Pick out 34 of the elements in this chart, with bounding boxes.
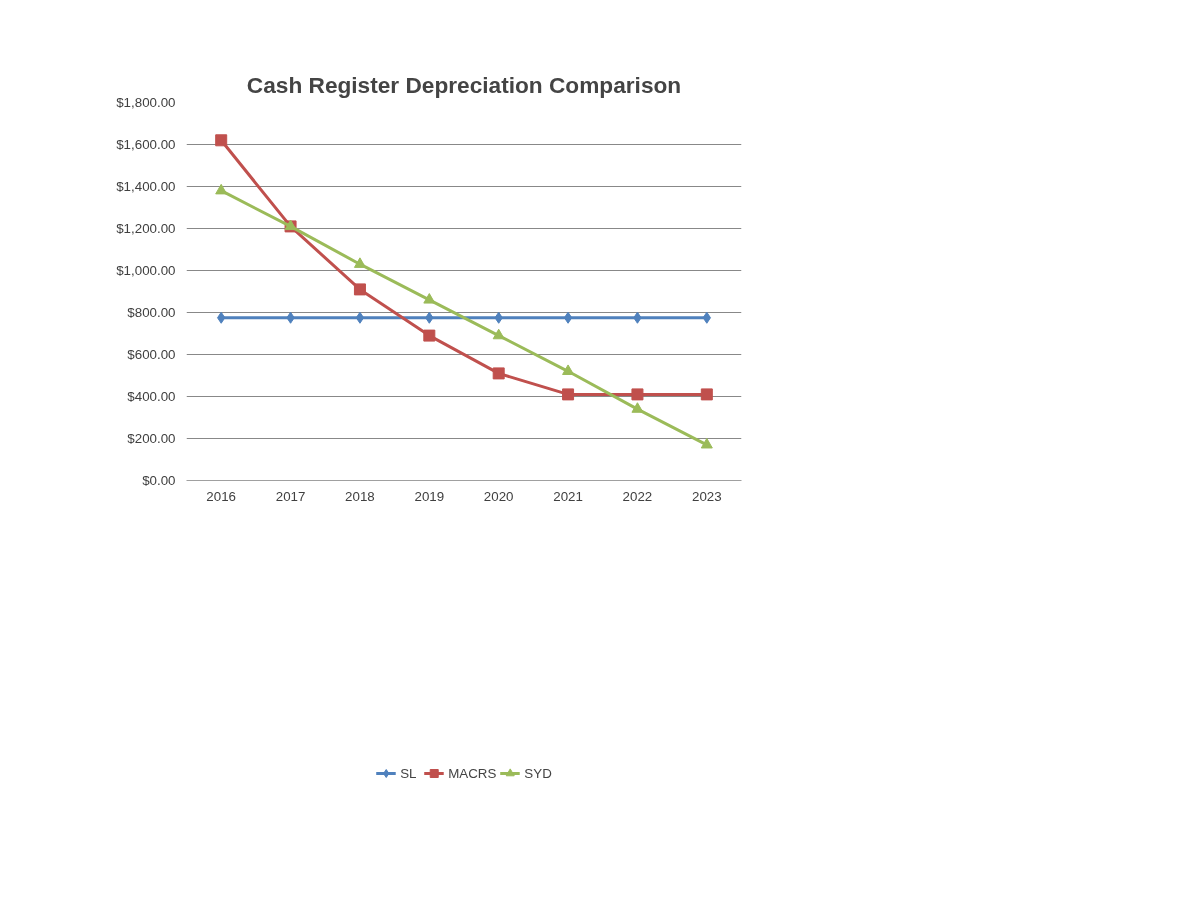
y-tick-label: $0.00 [142, 473, 176, 488]
x-tick-label: 2023 [691, 488, 722, 504]
y-tick-label: $1,000.00 [116, 263, 176, 278]
chart-title: Cash Register Depreciation Comparison [246, 71, 682, 98]
y-tick-label: $400.00 [127, 389, 176, 404]
point [353, 257, 366, 268]
point [700, 388, 713, 401]
x-tick-label: 2022 [622, 488, 653, 504]
point [700, 437, 713, 449]
x-tick-label: 2018 [345, 488, 375, 504]
point [215, 134, 228, 147]
y-tick-label: $1,600.00 [116, 137, 176, 152]
y-tick-label: $1,400.00 [116, 179, 176, 194]
point [353, 283, 366, 296]
x-tick-label: 2021 [553, 488, 583, 504]
x-tick-label: 2017 [275, 488, 306, 504]
x-tick-label: 2020 [483, 488, 514, 504]
point [423, 329, 436, 342]
x-tick-label: 2016 [206, 488, 237, 504]
point [355, 311, 365, 324]
point [562, 388, 575, 401]
point [492, 367, 505, 380]
y-tick-label: $200.00 [127, 431, 176, 446]
y-tick-label: $1,200.00 [116, 221, 176, 236]
legend-label: MACRS [448, 765, 497, 781]
legend-label: SL [400, 765, 418, 781]
point [492, 328, 505, 340]
point [631, 388, 644, 401]
legend-label: SYD [524, 765, 552, 781]
y-tick-label: $1,800.00 [116, 95, 176, 110]
x-tick-label: 2019 [414, 488, 445, 504]
y-tick-label: $600.00 [127, 347, 176, 362]
y-tick-label: $800.00 [127, 305, 176, 320]
point [563, 311, 573, 324]
